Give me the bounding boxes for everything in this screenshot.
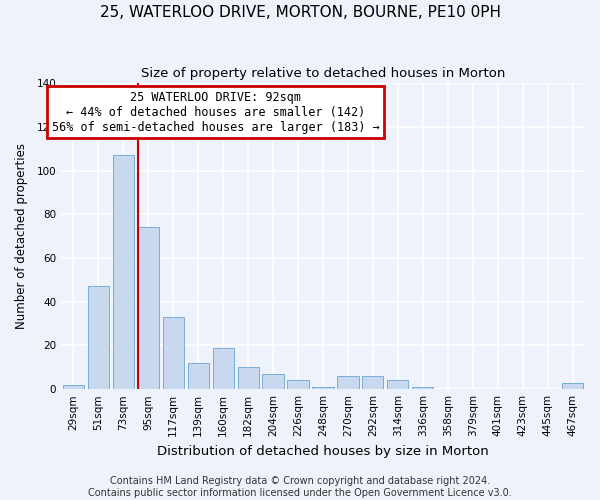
Y-axis label: Number of detached properties: Number of detached properties [15,143,28,329]
Bar [313,387,334,389]
Bar [88,286,109,389]
Title: Size of property relative to detached houses in Morton: Size of property relative to detached ho… [141,68,505,80]
Bar [387,380,409,389]
Bar [163,317,184,389]
Bar [362,376,383,389]
Bar [238,368,259,389]
Bar [212,348,234,389]
Bar [63,385,84,389]
Bar [287,380,308,389]
Text: 25 WATERLOO DRIVE: 92sqm
← 44% of detached houses are smaller (142)
56% of semi-: 25 WATERLOO DRIVE: 92sqm ← 44% of detach… [52,90,379,134]
X-axis label: Distribution of detached houses by size in Morton: Distribution of detached houses by size … [157,444,489,458]
Text: 25, WATERLOO DRIVE, MORTON, BOURNE, PE10 0PH: 25, WATERLOO DRIVE, MORTON, BOURNE, PE10… [100,5,500,20]
Bar [412,387,433,389]
Bar [562,382,583,389]
Text: Contains HM Land Registry data © Crown copyright and database right 2024.
Contai: Contains HM Land Registry data © Crown c… [88,476,512,498]
Bar [113,155,134,389]
Bar [137,228,159,389]
Bar [337,376,359,389]
Bar [188,363,209,389]
Bar [262,374,284,389]
